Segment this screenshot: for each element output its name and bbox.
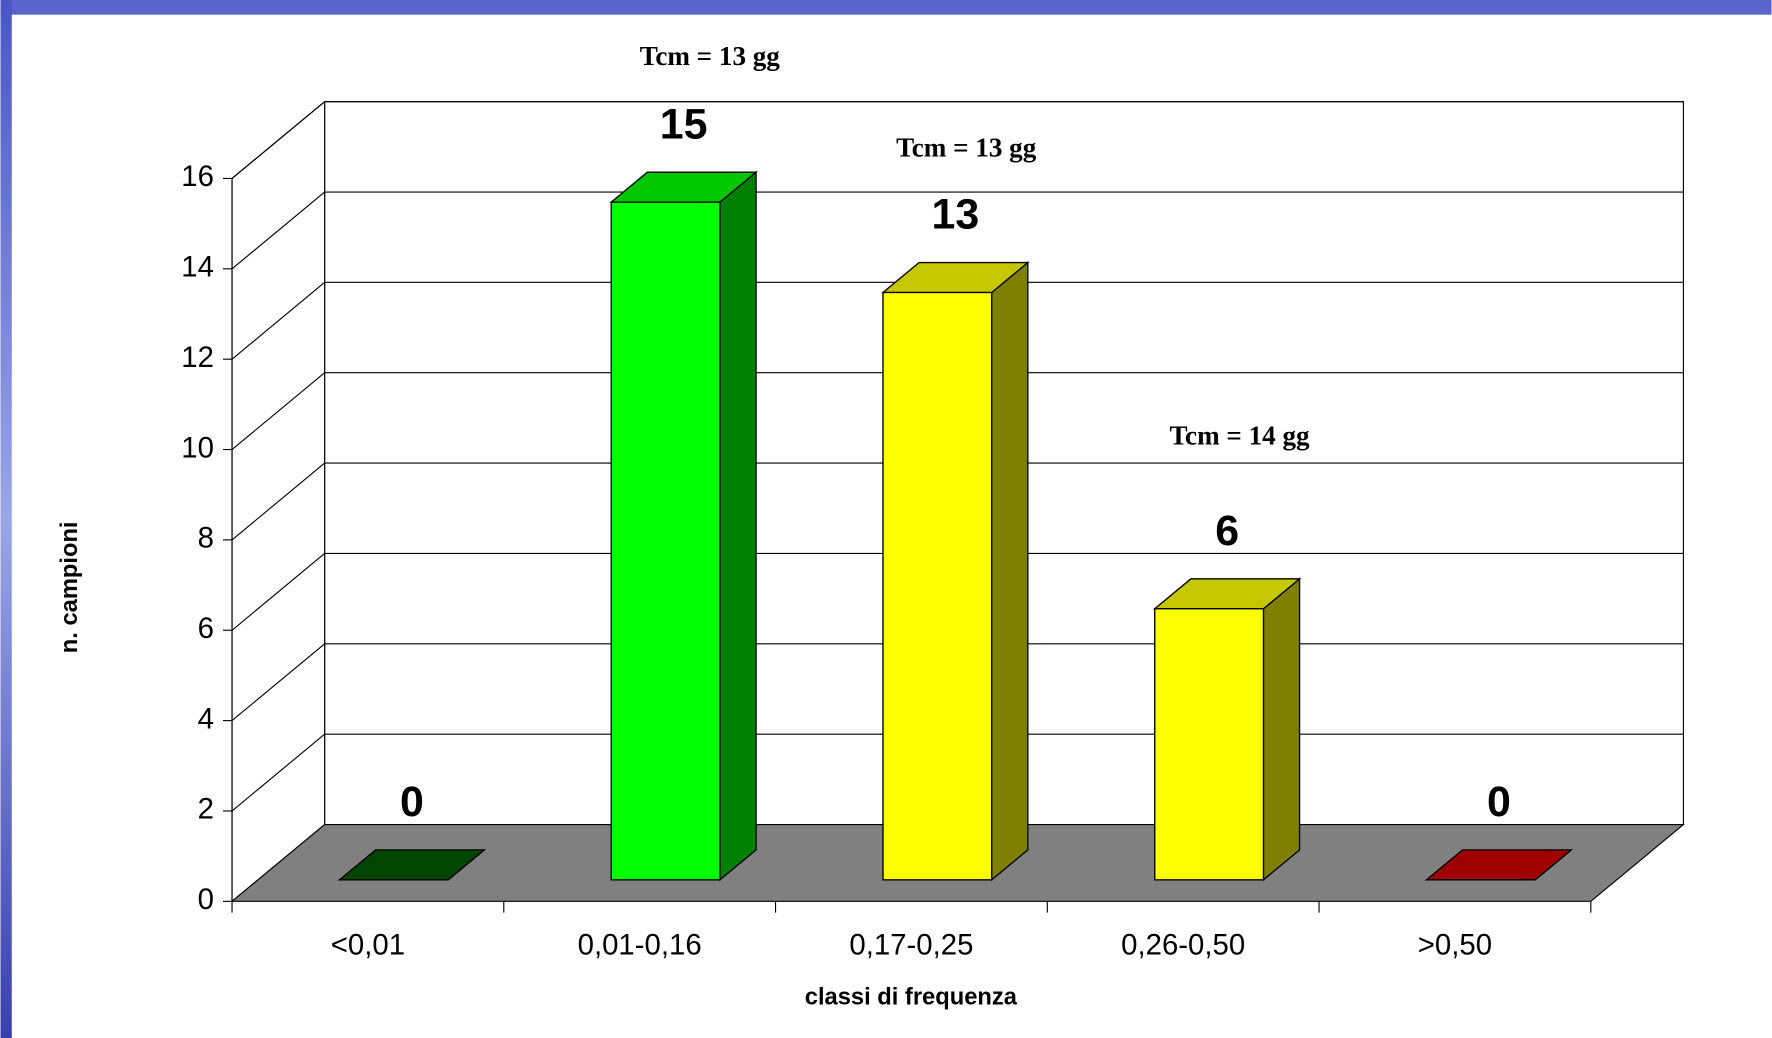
grid-line <box>231 372 1684 450</box>
annotation: Tcm = 13 gg <box>896 132 1037 162</box>
value-label: 0 <box>1487 778 1511 826</box>
value-label: 15 <box>660 100 708 148</box>
y-tick-label: 8 <box>198 522 214 555</box>
x-tick-label: <0,01 <box>331 928 405 961</box>
y-tick-label: 4 <box>198 702 214 735</box>
y-tick-label: 10 <box>181 431 214 464</box>
bar <box>610 201 721 881</box>
bar-top <box>1424 849 1574 881</box>
value-label: 6 <box>1215 507 1239 555</box>
y-tick-label: 14 <box>181 251 214 284</box>
bar-side <box>719 170 757 882</box>
x-axis-label: classi di frequenza <box>805 985 1018 1011</box>
annotation: Tcm = 13 gg <box>640 41 781 71</box>
bar-side <box>1262 577 1301 882</box>
y-tick-label: 16 <box>181 160 214 193</box>
annotation: Tcm = 14 gg <box>1169 420 1310 450</box>
bar-side <box>991 261 1029 882</box>
slide-top-band <box>0 0 1772 15</box>
y-tick-label: 12 <box>181 341 214 374</box>
grid-line <box>231 281 1684 360</box>
y-tick-label: 0 <box>198 883 214 916</box>
x-tick-label: 0,17-0,25 <box>849 928 973 961</box>
value-label: 13 <box>932 191 980 239</box>
grid-line <box>231 462 1684 541</box>
slide-left-band <box>0 0 12 1038</box>
grid-line <box>231 552 1684 631</box>
x-tick-label: >0,50 <box>1418 928 1492 961</box>
y-axis-label: n. campioni <box>57 521 83 653</box>
bar <box>1154 608 1265 881</box>
bar <box>882 291 993 881</box>
grid-line <box>231 191 1684 270</box>
grid-line <box>231 101 1684 179</box>
y-tick-label: 2 <box>198 793 214 826</box>
x-tick-label: 0,26-0,50 <box>1121 928 1245 961</box>
y-tick-label: 6 <box>198 612 214 645</box>
bar-top <box>337 849 487 881</box>
x-tick-label: 0,01-0,16 <box>578 928 702 961</box>
value-label: 0 <box>400 778 424 826</box>
